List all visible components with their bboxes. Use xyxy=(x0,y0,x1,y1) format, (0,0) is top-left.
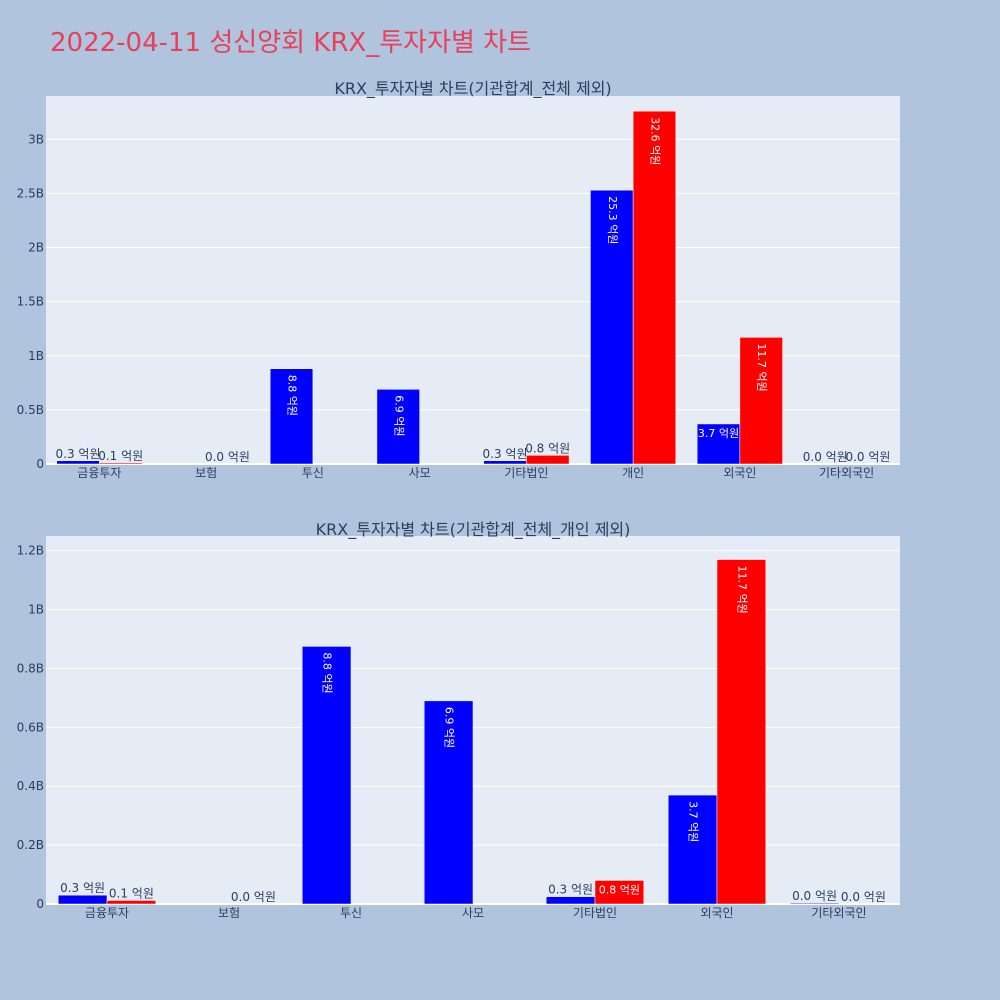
x-tick-label: 기타외국인 xyxy=(811,906,866,920)
x-tick-label: 기타외국인 xyxy=(819,466,874,480)
y-tick-label: 0.5B xyxy=(17,403,44,417)
bar-data-label: 11.7 억원 xyxy=(755,343,768,391)
bar-data-label: 3.7 억원 xyxy=(698,427,739,440)
bar-data-label: 0.1 억원 xyxy=(109,886,154,900)
y-tick-label: 1.5B xyxy=(17,295,44,309)
bar-data-label: 0.0 억원 xyxy=(841,890,886,904)
bar xyxy=(483,460,527,465)
bar-data-label: 25.3 억원 xyxy=(606,196,619,244)
bar-data-label: 0.0 억원 xyxy=(803,450,848,464)
chart-2: 0 0.2B 0.4B 0.6B 0.8B 1B 1.2B KRX_투자자별 차트(기관합계_… xyxy=(17,520,900,920)
x-tick-label: 기타법인 xyxy=(504,466,548,480)
bar xyxy=(632,110,677,465)
bar-data-label: 0.3 억원 xyxy=(60,881,105,895)
bar xyxy=(269,368,314,465)
bar xyxy=(789,902,840,905)
bar-data-label: 11.7 억원 xyxy=(735,566,748,614)
y-tick-label: 0 xyxy=(36,897,44,911)
bar-data-label: 8.8 억원 xyxy=(286,375,299,416)
y-tick-label: 0.6B xyxy=(17,720,44,734)
bar xyxy=(423,700,474,905)
bar xyxy=(667,794,718,905)
bar xyxy=(696,423,741,465)
x-tick-label: 외국인 xyxy=(723,466,756,480)
bar-data-label: 32.6 억원 xyxy=(648,117,661,165)
x-tick-label: 기타법인 xyxy=(573,906,617,920)
bar-data-label: 0.8 억원 xyxy=(525,441,570,455)
bar xyxy=(545,896,596,905)
y-tick-label: 1B xyxy=(28,349,44,363)
x-tick-label: 보험 xyxy=(195,466,217,480)
y-tick-label: 2.5B xyxy=(17,186,44,200)
bar xyxy=(106,900,157,905)
bar-data-label: 0.3 억원 xyxy=(483,447,528,461)
y-tick-label: 0.4B xyxy=(17,779,44,793)
x-tick-label: 외국인 xyxy=(700,906,733,920)
bar-data-label: 0.3 억원 xyxy=(548,883,593,897)
y-tick-label: 0 xyxy=(36,457,44,471)
bar-data-label: 0.1 억원 xyxy=(98,449,143,463)
bar-data-label: 6.9 억원 xyxy=(443,707,456,748)
bar-data-label: 0.0 억원 xyxy=(205,450,250,464)
bar-data-label: 6.9 억원 xyxy=(392,395,405,436)
y-tick-label: 3B xyxy=(28,132,44,146)
chart-title: KRX_투자자별 차트(기관합계_전체 제외) xyxy=(334,79,611,99)
x-tick-label: 금융투자 xyxy=(77,466,121,480)
page-title: 2022-04-11 성신양회 KRX_투자자별 차트 xyxy=(50,28,532,58)
bar xyxy=(99,462,143,465)
x-tick-label: 사모 xyxy=(409,466,431,480)
x-tick-label: 투신 xyxy=(302,466,324,480)
y-tick-label: 1.2B xyxy=(17,544,44,558)
x-tick-label: 금융투자 xyxy=(85,906,129,920)
chart-1: 0 0.5B 1B 1.5B 2B 2.5B 3B KRX_투자자별 차트(기관합계_전체 제… xyxy=(17,79,900,480)
x-tick-label: 개인 xyxy=(622,466,644,480)
bar xyxy=(56,460,100,465)
bar-data-label: 0.0 억원 xyxy=(231,890,276,904)
y-tick-label: 2B xyxy=(28,241,44,255)
bar xyxy=(594,880,645,905)
bar xyxy=(590,189,634,465)
y-tick-label: 1B xyxy=(28,603,44,617)
bar-data-label: 0.8 억원 xyxy=(599,883,640,896)
chart-title: KRX_투자자별 차트(기관합계_전체_개인 제외) xyxy=(316,520,631,540)
bar-data-label: 8.8 억원 xyxy=(321,652,334,693)
bar xyxy=(301,646,352,905)
bar-data-label: 0.0 억원 xyxy=(845,450,890,464)
bar xyxy=(716,559,767,905)
x-tick-label: 보험 xyxy=(218,906,240,920)
bar xyxy=(739,337,783,465)
bar-data-label: 3.7 억원 xyxy=(687,801,700,842)
x-tick-label: 투신 xyxy=(340,906,362,920)
bar-data-label: 0.3 억원 xyxy=(56,447,101,461)
bar xyxy=(526,455,570,465)
y-tick-label: 0.2B xyxy=(17,838,44,852)
y-tick-label: 0.8B xyxy=(17,661,44,675)
bar-data-label: 0.0 억원 xyxy=(792,889,837,903)
bar xyxy=(57,894,108,905)
bar xyxy=(376,389,420,465)
x-tick-label: 사모 xyxy=(462,906,484,920)
